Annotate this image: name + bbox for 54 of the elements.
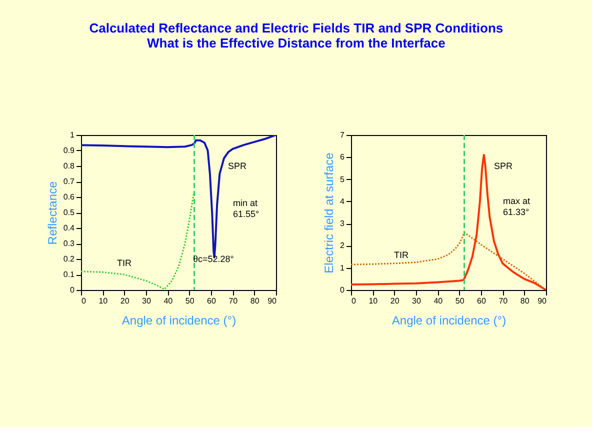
x-axis-title: Angle of incidence (°) — [122, 314, 236, 328]
y-tick-label: 1 — [340, 263, 346, 272]
line-series — [351, 232, 546, 290]
x-tick-label: 80 — [250, 296, 260, 306]
x-tick-label: 50 — [455, 296, 465, 306]
y-tick-label: 1 — [70, 130, 76, 140]
y-tick-label: 0.9 — [63, 146, 76, 155]
y-tick-label: 5 — [340, 174, 346, 184]
y-tick-label: 4 — [340, 196, 346, 206]
x-axis-title: Angle of incidence (°) — [392, 314, 506, 328]
annotation: SPR — [228, 161, 248, 171]
y-axis-title: Electric field at surface — [322, 152, 336, 274]
y-tick-label: 0.3 — [63, 239, 76, 248]
x-tick-label: 10 — [368, 296, 378, 306]
annotation: θc=52.28° — [193, 254, 234, 264]
x-tick-label: 90 — [268, 296, 278, 306]
x-tick-label: 70 — [228, 296, 238, 306]
y-tick-label: 0.6 — [63, 192, 76, 202]
x-tick-label: 80 — [520, 296, 530, 306]
y-tick-label: 0 — [340, 286, 346, 294]
y-tick-label: 0.4 — [63, 224, 76, 232]
annotation: TIR — [117, 258, 132, 268]
line-series — [81, 193, 194, 290]
y-tick-label: 0.1 — [63, 270, 76, 279]
x-tick-label: 20 — [390, 296, 400, 306]
x-tick-label: 70 — [498, 296, 508, 306]
y-tick-label: 7 — [340, 130, 346, 140]
y-tick-label: 0.5 — [63, 208, 76, 217]
x-tick-label: 30 — [142, 296, 152, 306]
x-tick-label: 50 — [185, 296, 195, 306]
annotation: max at 61.33° — [503, 196, 531, 217]
y-tick-label: 0.7 — [63, 177, 76, 186]
x-tick-label: 60 — [477, 296, 486, 306]
annotation: min at 61.55° — [233, 198, 260, 219]
x-tick-label: 0 — [82, 296, 86, 306]
y-tick-label: 0 — [70, 286, 76, 294]
x-tick-label: 60 — [207, 296, 216, 306]
x-tick-label: 0 — [352, 296, 356, 306]
x-tick-label: 20 — [120, 296, 130, 306]
line-series — [351, 154, 546, 290]
y-axis-title: Reflectance — [45, 180, 60, 245]
x-tick-label: 10 — [98, 296, 108, 306]
y-tick-label: 0.8 — [63, 162, 76, 170]
x-tick-label: 40 — [164, 296, 174, 306]
x-tick-label: 40 — [434, 296, 444, 306]
y-tick-label: 6 — [340, 152, 346, 162]
y-tick-label: 2 — [340, 241, 346, 250]
annotation: SPR — [494, 161, 514, 171]
x-tick-label: 30 — [412, 296, 422, 306]
chart-title: Calculated Reflectance and Electric Fields TIR and SPR Conditions What is the Effective Distance from the Interface — [89, 20, 504, 50]
y-tick-label: 0.2 — [63, 254, 76, 264]
x-tick-label: 90 — [538, 296, 548, 306]
annotation: TIR — [394, 250, 409, 260]
y-tick-label: 3 — [340, 219, 346, 228]
